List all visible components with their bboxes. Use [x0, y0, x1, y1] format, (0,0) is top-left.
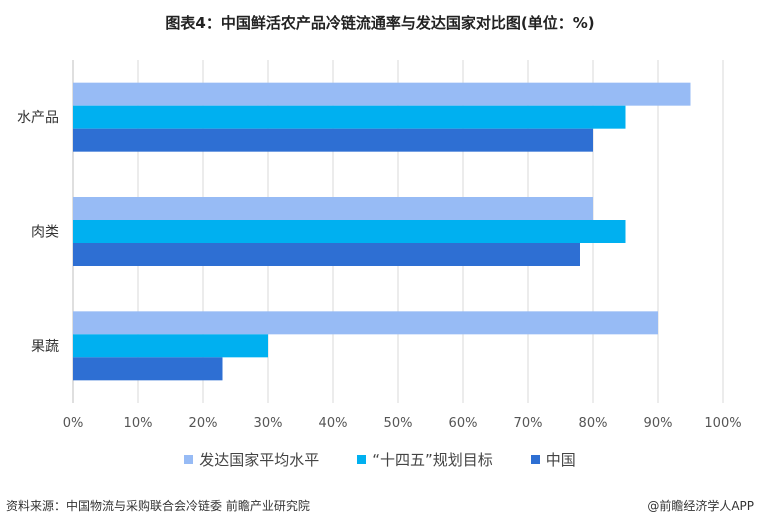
legend-swatch-china	[530, 455, 540, 464]
legend-label-china: 中国	[545, 451, 576, 469]
bar	[73, 82, 691, 106]
x-tick-label: 80%	[579, 416, 608, 431]
bar	[73, 220, 626, 243]
category-label: 水产品	[17, 110, 59, 126]
legend-item-target: “十四五”规划目标	[357, 449, 493, 470]
x-tick-label: 60%	[449, 416, 478, 431]
bar	[73, 311, 658, 335]
legend-item-china: 中国	[530, 449, 576, 470]
legend-swatch-target	[357, 455, 367, 464]
x-tick-label: 30%	[254, 416, 283, 431]
bar	[73, 105, 626, 129]
source-note: 资料来源：中国物流与采购联合会冷链委 前瞻产业研究院	[6, 499, 310, 513]
bar	[73, 243, 580, 266]
bar	[73, 128, 593, 152]
x-tick-label: 50%	[384, 416, 413, 431]
chart-title: 图表4：中国鲜活农产品冷链流通率与发达国家对比图(单位：%)	[165, 14, 595, 32]
legend: 发达国家平均水平 “十四五”规划目标 中国	[0, 449, 760, 470]
x-tick-label: 100%	[704, 416, 741, 431]
bar	[73, 197, 593, 220]
category-label: 果蔬	[31, 339, 59, 355]
legend-swatch-developed	[184, 455, 194, 464]
legend-item-developed: 发达国家平均水平	[184, 449, 319, 470]
x-tick-label: 90%	[644, 416, 673, 431]
x-tick-label: 70%	[514, 416, 543, 431]
legend-label-developed: 发达国家平均水平	[199, 451, 320, 469]
x-tick-label: 10%	[124, 416, 153, 431]
bar	[73, 334, 268, 358]
category-label: 肉类	[31, 225, 59, 241]
legend-label-target: “十四五”规划目标	[372, 451, 493, 469]
bar	[73, 357, 223, 381]
x-tick-label: 40%	[319, 416, 348, 431]
brand-credit: @前瞻经济学人APP	[647, 499, 754, 513]
x-tick-label: 0%	[63, 416, 84, 431]
x-tick-label: 20%	[189, 416, 218, 431]
